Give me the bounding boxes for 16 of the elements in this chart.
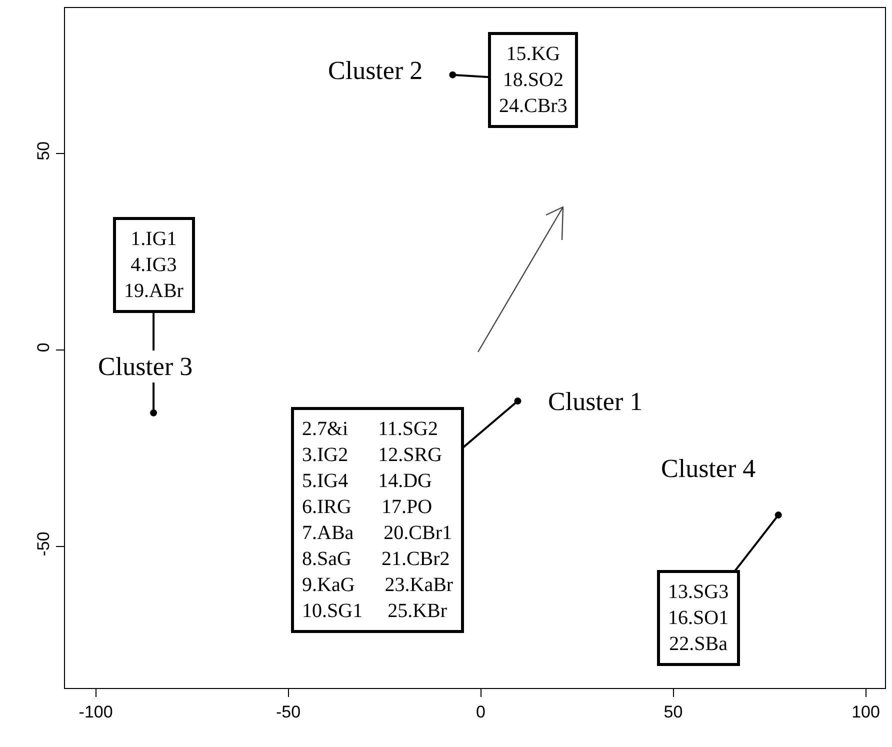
x-tick-label: 100 [852,702,880,722]
x-tick-label: 0 [476,702,486,722]
y-tick-label: 50 [34,141,54,160]
annotation: 1.IG1 4.IG3 19.ABr [124,228,184,302]
annotation: Cluster 3 [98,352,193,381]
annotation: 13.SG3 16.SO1 22.SBa [668,581,729,655]
annotation: 2.7&i 11.SG2 3.IG2 12.SRG 5.IG4 14.DG 6.IRG 17.PO 7.ABa 20.CBr1 8.SaG 21.CBr2 9.KaG 23.KaBr 10.SG1 25.KBr [302,418,454,622]
annotation: Cluster 1 [548,387,643,416]
annotation: 15.KG 18.SO2 24.CBr3 [499,43,568,117]
x-tick-label: -50 [276,702,301,722]
annotation: Cluster 2 [328,56,423,85]
y-tick-label: 0 [34,342,54,352]
y-tick-label: -50 [34,532,54,556]
x-tick-label: -100 [78,702,113,722]
annotation: Cluster 4 [661,454,756,483]
x-tick-label: 50 [664,702,683,722]
